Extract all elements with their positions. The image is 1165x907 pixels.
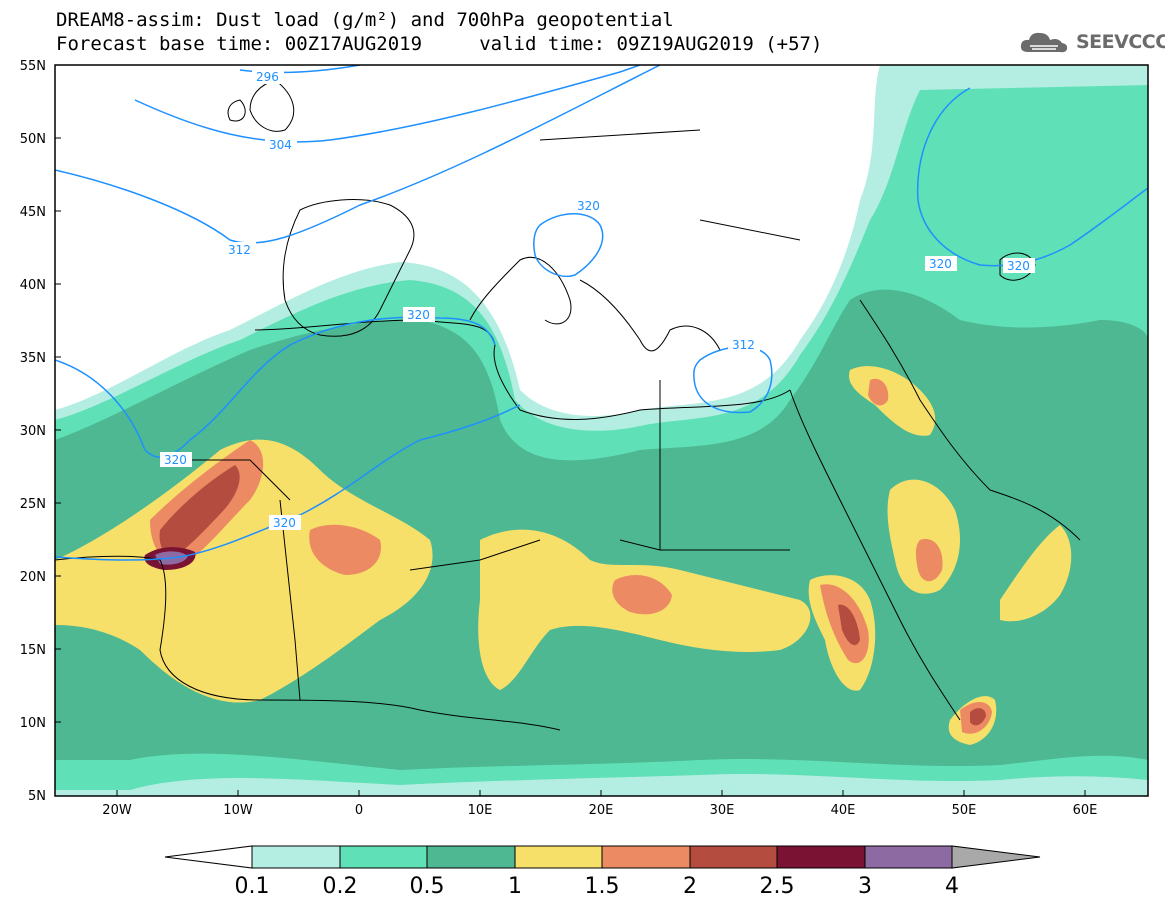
lat-label: 55N — [20, 59, 46, 74]
coastlines — [55, 79, 1081, 731]
lat-label: 35N — [20, 351, 46, 366]
lat-label: 20N — [20, 570, 46, 585]
map-plot-area: 296 304 312 320 320 320 312 320 320 320 — [55, 65, 1148, 796]
colorbar-label: 2 — [683, 874, 697, 899]
lon-label: 60E — [1073, 803, 1098, 818]
contour-label: 320 — [577, 199, 600, 213]
colorbar — [164, 845, 1041, 869]
cloud-icon — [1020, 32, 1068, 53]
longitude-labels: 20W 10W 0 10E 20E 30E 40E 50E 60E — [102, 803, 1097, 818]
colorbar-labels: 0.1 0.2 0.5 1 1.5 2 2.5 3 4 — [235, 874, 960, 899]
contour-label: 320 — [273, 516, 296, 530]
contour-label: 304 — [269, 138, 292, 152]
colorbar-label: 1.5 — [585, 874, 620, 899]
contour-label: 320 — [929, 257, 952, 271]
map-title-line1: DREAM8-assim: Dust load (g/m²) and 700hP… — [56, 9, 674, 31]
lon-label: 20E — [589, 803, 614, 818]
contour-label: 312 — [228, 243, 251, 257]
colorbar-swatch — [864, 845, 953, 869]
contour-label: 296 — [256, 70, 279, 84]
colorbar-label: 4 — [945, 874, 959, 899]
colorbar-under-triangle — [164, 845, 253, 869]
contour-labels: 296 304 312 320 320 320 312 320 320 320 — [160, 69, 1035, 530]
colorbar-swatch — [426, 845, 516, 869]
lat-label: 40N — [20, 278, 46, 293]
colorbar-label: 1 — [508, 874, 522, 899]
contour-label: 320 — [164, 453, 187, 467]
lon-label: 0 — [355, 803, 363, 818]
colorbar-swatch — [689, 845, 778, 869]
lon-label: 10E — [468, 803, 493, 818]
colorbar-over-triangle — [951, 845, 1041, 869]
contour-label: 312 — [732, 338, 755, 352]
lat-label: 25N — [20, 497, 46, 512]
dust-layer-2 — [159, 465, 986, 726]
colorbar-label: 0.1 — [235, 874, 270, 899]
lon-label: 50E — [952, 803, 977, 818]
seevccc-logo: SEEVCCC — [1018, 28, 1165, 56]
map-title-line2: Forecast base time: 00Z17AUG2019 valid t… — [56, 33, 823, 55]
contour-label: 320 — [407, 308, 430, 322]
logo-text: SEEVCCC — [1076, 31, 1165, 53]
colorbar-swatch — [601, 845, 691, 869]
lat-label: 5N — [28, 789, 46, 804]
lat-label: 50N — [20, 132, 46, 147]
colorbar-label: 3 — [858, 874, 872, 899]
colorbar-swatch — [339, 845, 428, 869]
latitude-labels: 55N 50N 45N 40N 35N 30N 25N 20N 15N 10N … — [20, 59, 46, 804]
lat-label: 45N — [20, 205, 46, 220]
colorbar-swatch — [776, 845, 866, 869]
colorbar-label: 0.5 — [410, 874, 445, 899]
lon-label: 10W — [223, 803, 253, 818]
longitude-axis — [116, 790, 1086, 796]
colorbar-label: 2.5 — [760, 874, 795, 899]
latitude-axis — [55, 64, 61, 797]
colorbar-label: 0.2 — [323, 874, 358, 899]
lon-label: 30E — [710, 803, 735, 818]
colorbar-swatch — [251, 845, 341, 869]
lat-label: 15N — [20, 643, 46, 658]
contour-label: 320 — [1007, 259, 1030, 273]
lon-label: 40E — [831, 803, 856, 818]
lon-label: 20W — [102, 803, 132, 818]
colorbar-swatch — [514, 845, 603, 869]
lat-label: 10N — [20, 716, 46, 731]
lat-label: 30N — [20, 424, 46, 439]
